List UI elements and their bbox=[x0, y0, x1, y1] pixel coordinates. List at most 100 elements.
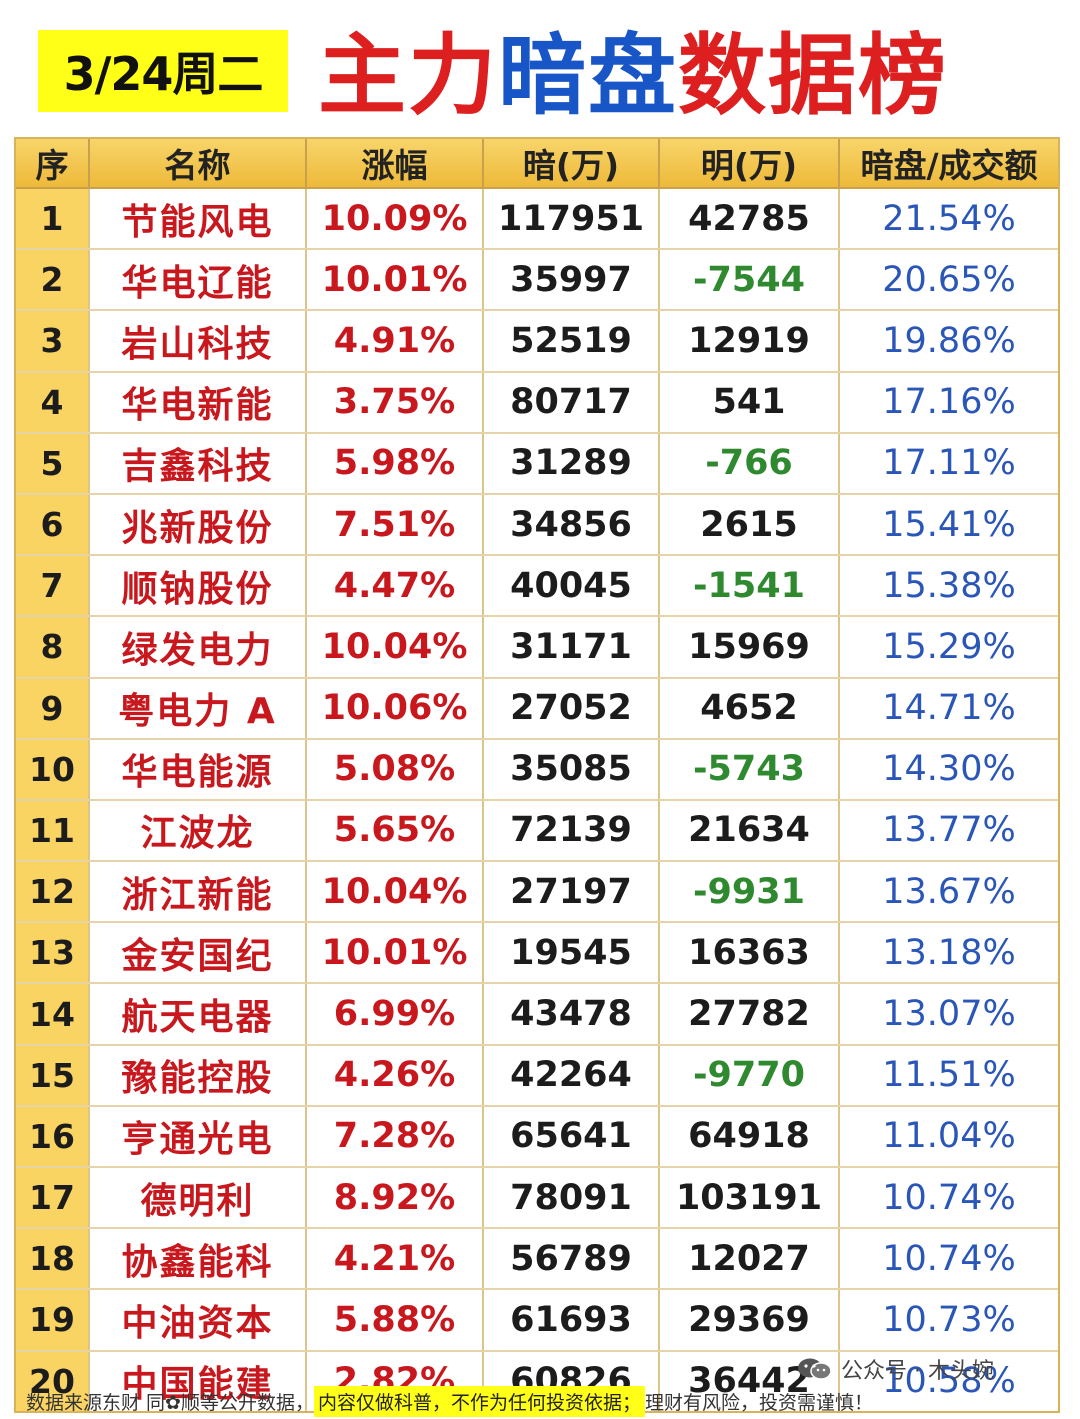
cell-stock-name: 粤电力 A bbox=[89, 677, 307, 740]
cell-ratio: 14.71% bbox=[839, 677, 1058, 740]
cell-lit-amount: -9931 bbox=[659, 861, 840, 924]
table-row: 17 德明利 8.92% 78091 103191 10.74% bbox=[16, 1167, 1058, 1230]
cell-lit-amount: 42785 bbox=[659, 188, 840, 251]
col-header-name: 名称 bbox=[89, 139, 307, 189]
cell-index: 5 bbox=[16, 432, 90, 495]
cell-lit-amount: -766 bbox=[659, 432, 840, 495]
cell-dark-amount: 34856 bbox=[483, 493, 660, 557]
cell-change-pct: 10.09% bbox=[306, 188, 484, 251]
cell-stock-name: 节能风电 bbox=[89, 188, 307, 251]
cell-change-pct: 5.08% bbox=[306, 738, 484, 801]
cell-ratio: 11.04% bbox=[839, 1105, 1058, 1169]
cell-index: 19 bbox=[16, 1289, 90, 1352]
cell-lit-amount: 2615 bbox=[659, 493, 840, 557]
cell-dark-amount: 80717 bbox=[483, 371, 660, 434]
table-row: 16 亨通光电 7.28% 65641 64918 11.04% bbox=[16, 1105, 1058, 1169]
table-row: 8 绿发电力 10.04% 31171 15969 15.29% bbox=[16, 616, 1058, 679]
cell-index: 6 bbox=[16, 493, 90, 557]
cell-stock-name: 顺钠股份 bbox=[89, 555, 307, 618]
table-row: 2 华电辽能 10.01% 35997 -7544 20.65% bbox=[16, 249, 1058, 312]
cell-lit-amount: 4652 bbox=[659, 677, 840, 740]
cell-index: 8 bbox=[16, 616, 90, 679]
cell-dark-amount: 27197 bbox=[483, 861, 660, 924]
col-header-index: 序 bbox=[16, 139, 90, 189]
table-row: 20 中国能建 2.82% 60826 36442 10.58% bbox=[16, 1350, 1058, 1411]
cell-ratio: 15.38% bbox=[839, 555, 1058, 618]
footer-disclaimer: 数据来源东财 同✿顺等公开数据， 内容仅做科普，不作为任何投资依据； 理财有风险… bbox=[0, 1384, 1080, 1419]
cell-stock-name: 中油资本 bbox=[89, 1289, 307, 1352]
cell-change-pct: 4.21% bbox=[306, 1228, 484, 1291]
table-row: 6 兆新股份 7.51% 34856 2615 15.41% bbox=[16, 493, 1058, 557]
watermark: 公众号 · 木头婉 bbox=[795, 1352, 994, 1386]
cell-dark-amount: 56789 bbox=[483, 1228, 660, 1291]
cell-ratio: 10.58% bbox=[882, 1361, 1016, 1402]
cell-lit-amount: 12919 bbox=[659, 310, 840, 373]
cell-stock-name: 亨通光电 bbox=[89, 1105, 307, 1169]
table-body: 1 节能风电 10.09% 117951 42785 21.54% 2 华电辽能 10.01% 3… bbox=[16, 188, 1058, 1411]
cell-change-pct: 7.28% bbox=[306, 1105, 484, 1169]
cell-ratio: 10.73% bbox=[839, 1289, 1058, 1352]
cell-ratio: 10.74% bbox=[839, 1228, 1058, 1291]
cell-lit-amount: 16363 bbox=[659, 922, 840, 985]
date-badge: 3/24周二 bbox=[38, 30, 288, 112]
wechat-icon bbox=[798, 1358, 832, 1380]
cell-stock-name: 华电能源 bbox=[89, 738, 307, 801]
cell-dark-amount: 31289 bbox=[483, 432, 660, 495]
col-header-lit: 明(万) bbox=[659, 139, 840, 189]
cell-ratio: 14.30% bbox=[839, 738, 1058, 801]
cell-lit-amount: 541 bbox=[659, 371, 840, 434]
cell-index: 7 bbox=[16, 555, 90, 618]
cell-index: 14 bbox=[16, 983, 90, 1046]
cell-index: 11 bbox=[16, 799, 90, 863]
cell-ratio: 15.29% bbox=[839, 616, 1058, 679]
cell-stock-name: 协鑫能科 bbox=[89, 1228, 307, 1291]
cell-change-pct: 10.06% bbox=[306, 677, 484, 740]
cell-lit-amount: -1541 bbox=[659, 555, 840, 618]
table-row: 4 华电新能 3.75% 80717 541 17.16% bbox=[16, 371, 1058, 434]
table-row: 15 豫能控股 4.26% 42264 -9770 11.51% bbox=[16, 1044, 1058, 1107]
cell-dark-amount: 117951 bbox=[483, 188, 660, 251]
data-table-container: 序 名称 涨幅 暗(万) 明(万) 暗盘/成交额 1 节能风电 10.09% 1179… bbox=[14, 137, 1060, 1413]
cell-index: 3 bbox=[16, 310, 90, 373]
cell-index: 18 bbox=[16, 1228, 90, 1291]
cell-index: 15 bbox=[16, 1044, 90, 1107]
table-row: 11 江波龙 5.65% 72139 21634 13.77% bbox=[16, 799, 1058, 863]
cell-lit-amount: -7544 bbox=[659, 249, 840, 312]
cell-index: 2 bbox=[16, 249, 90, 312]
table-row: 1 节能风电 10.09% 117951 42785 21.54% bbox=[16, 188, 1058, 251]
cell-lit-amount: 21634 bbox=[659, 799, 840, 863]
cell-stock-name: 中国能建 bbox=[89, 1350, 307, 1411]
cell-stock-name: 豫能控股 bbox=[89, 1044, 307, 1107]
cell-dark-amount: 42264 bbox=[483, 1044, 660, 1107]
cell-index: 9 bbox=[16, 677, 90, 740]
footer-risk: 理财有风险，投资需谨慎！ bbox=[644, 1392, 873, 1414]
cell-dark-amount: 72139 bbox=[483, 799, 660, 863]
cell-change-pct: 3.75% bbox=[306, 371, 484, 434]
cell-stock-name: 金安国纪 bbox=[89, 922, 307, 985]
cell-change-pct: 5.88% bbox=[306, 1289, 484, 1352]
cell-lit-amount: -9770 bbox=[659, 1044, 840, 1107]
cell-ratio: 17.11% bbox=[839, 432, 1058, 495]
cell-dark-amount: 43478 bbox=[483, 983, 660, 1046]
cell-ratio: 13.07% bbox=[839, 983, 1058, 1046]
cell-lit-amount: 103191 bbox=[659, 1167, 840, 1230]
cell-stock-name: 华电新能 bbox=[89, 371, 307, 434]
cell-lit-amount: 15969 bbox=[659, 616, 840, 679]
table-row: 12 浙江新能 10.04% 27197 -9931 13.67% bbox=[16, 861, 1058, 924]
cell-index: 13 bbox=[16, 922, 90, 985]
cell-change-pct: 4.47% bbox=[306, 555, 484, 618]
footer-highlight: 内容仅做科普，不作为任何投资依据； bbox=[313, 1386, 645, 1417]
table-header-row: 序 名称 涨幅 暗(万) 明(万) 暗盘/成交额 bbox=[16, 139, 1058, 189]
header: 3/24周二 主力 暗盘 数据榜 bbox=[0, 0, 1080, 130]
cell-stock-name: 江波龙 bbox=[89, 799, 307, 863]
title-part-data-list: 数据榜 bbox=[678, 23, 949, 127]
table-row: 13 金安国纪 10.01% 19545 16363 13.18% bbox=[16, 922, 1058, 985]
cell-ratio: 13.67% bbox=[839, 861, 1058, 924]
cell-index: 12 bbox=[16, 861, 90, 924]
cell-change-pct: 7.51% bbox=[306, 493, 484, 557]
table-row: 3 岩山科技 4.91% 52519 12919 19.86% bbox=[16, 310, 1058, 373]
cell-change-pct: 4.91% bbox=[306, 310, 484, 373]
cell-change-pct: 10.04% bbox=[306, 861, 484, 924]
cell-index: 16 bbox=[16, 1105, 90, 1169]
cell-stock-name: 兆新股份 bbox=[89, 493, 307, 557]
